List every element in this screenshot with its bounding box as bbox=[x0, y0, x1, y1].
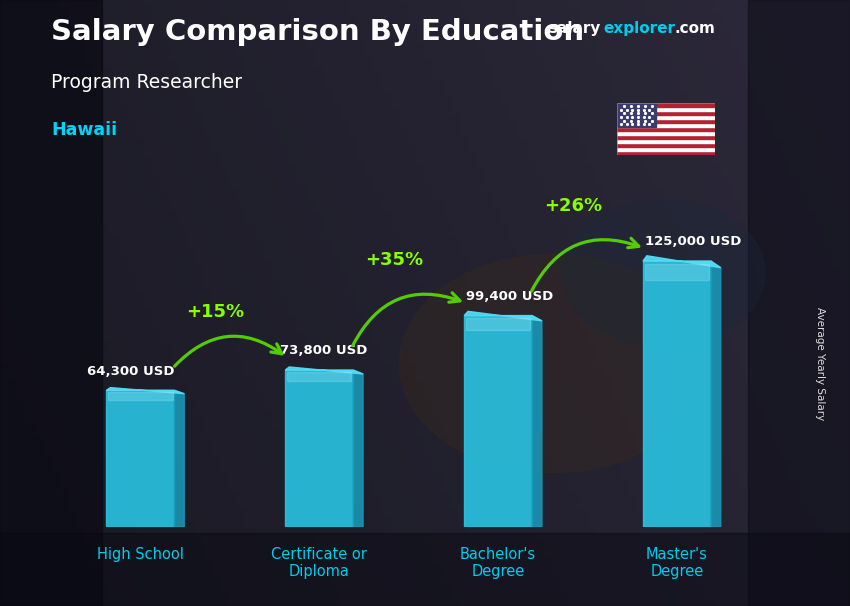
Polygon shape bbox=[643, 256, 721, 268]
Text: .com: .com bbox=[674, 21, 715, 36]
Bar bbox=[617, 127, 715, 131]
Text: 73,800 USD: 73,800 USD bbox=[280, 344, 367, 358]
Bar bbox=[617, 147, 715, 150]
Bar bbox=[287, 371, 351, 381]
Circle shape bbox=[561, 200, 765, 345]
Polygon shape bbox=[711, 261, 721, 527]
Bar bbox=[617, 119, 715, 123]
Text: explorer: explorer bbox=[604, 21, 676, 36]
Bar bbox=[617, 107, 715, 111]
Bar bbox=[286, 370, 354, 527]
Text: +35%: +35% bbox=[366, 251, 423, 269]
Polygon shape bbox=[532, 316, 542, 527]
Text: 64,300 USD: 64,300 USD bbox=[87, 365, 174, 378]
Text: Program Researcher: Program Researcher bbox=[51, 73, 242, 92]
Circle shape bbox=[400, 255, 706, 473]
Text: 125,000 USD: 125,000 USD bbox=[645, 236, 741, 248]
Polygon shape bbox=[464, 311, 542, 321]
Bar bbox=[645, 264, 709, 280]
Bar bbox=[617, 103, 656, 127]
Text: +15%: +15% bbox=[186, 303, 245, 321]
Bar bbox=[617, 139, 715, 142]
Bar bbox=[617, 111, 715, 115]
Bar bbox=[617, 142, 715, 147]
Text: 99,400 USD: 99,400 USD bbox=[466, 290, 553, 303]
Bar bbox=[643, 261, 711, 527]
Bar bbox=[617, 135, 715, 139]
Bar bbox=[617, 131, 715, 135]
Text: Hawaii: Hawaii bbox=[51, 121, 117, 139]
Bar bbox=[106, 390, 174, 527]
Polygon shape bbox=[174, 390, 184, 527]
Bar bbox=[464, 316, 532, 527]
Bar bbox=[617, 123, 715, 127]
Text: salary: salary bbox=[548, 21, 601, 36]
Bar bbox=[617, 150, 715, 155]
Text: Average Yearly Salary: Average Yearly Salary bbox=[815, 307, 825, 420]
Polygon shape bbox=[286, 367, 363, 374]
Bar bbox=[466, 318, 530, 330]
Bar bbox=[108, 391, 173, 400]
Bar bbox=[617, 103, 715, 107]
Text: +26%: +26% bbox=[544, 197, 603, 215]
Text: Salary Comparison By Education: Salary Comparison By Education bbox=[51, 18, 584, 46]
Bar bbox=[617, 115, 715, 119]
Polygon shape bbox=[106, 388, 184, 394]
Polygon shape bbox=[354, 370, 363, 527]
